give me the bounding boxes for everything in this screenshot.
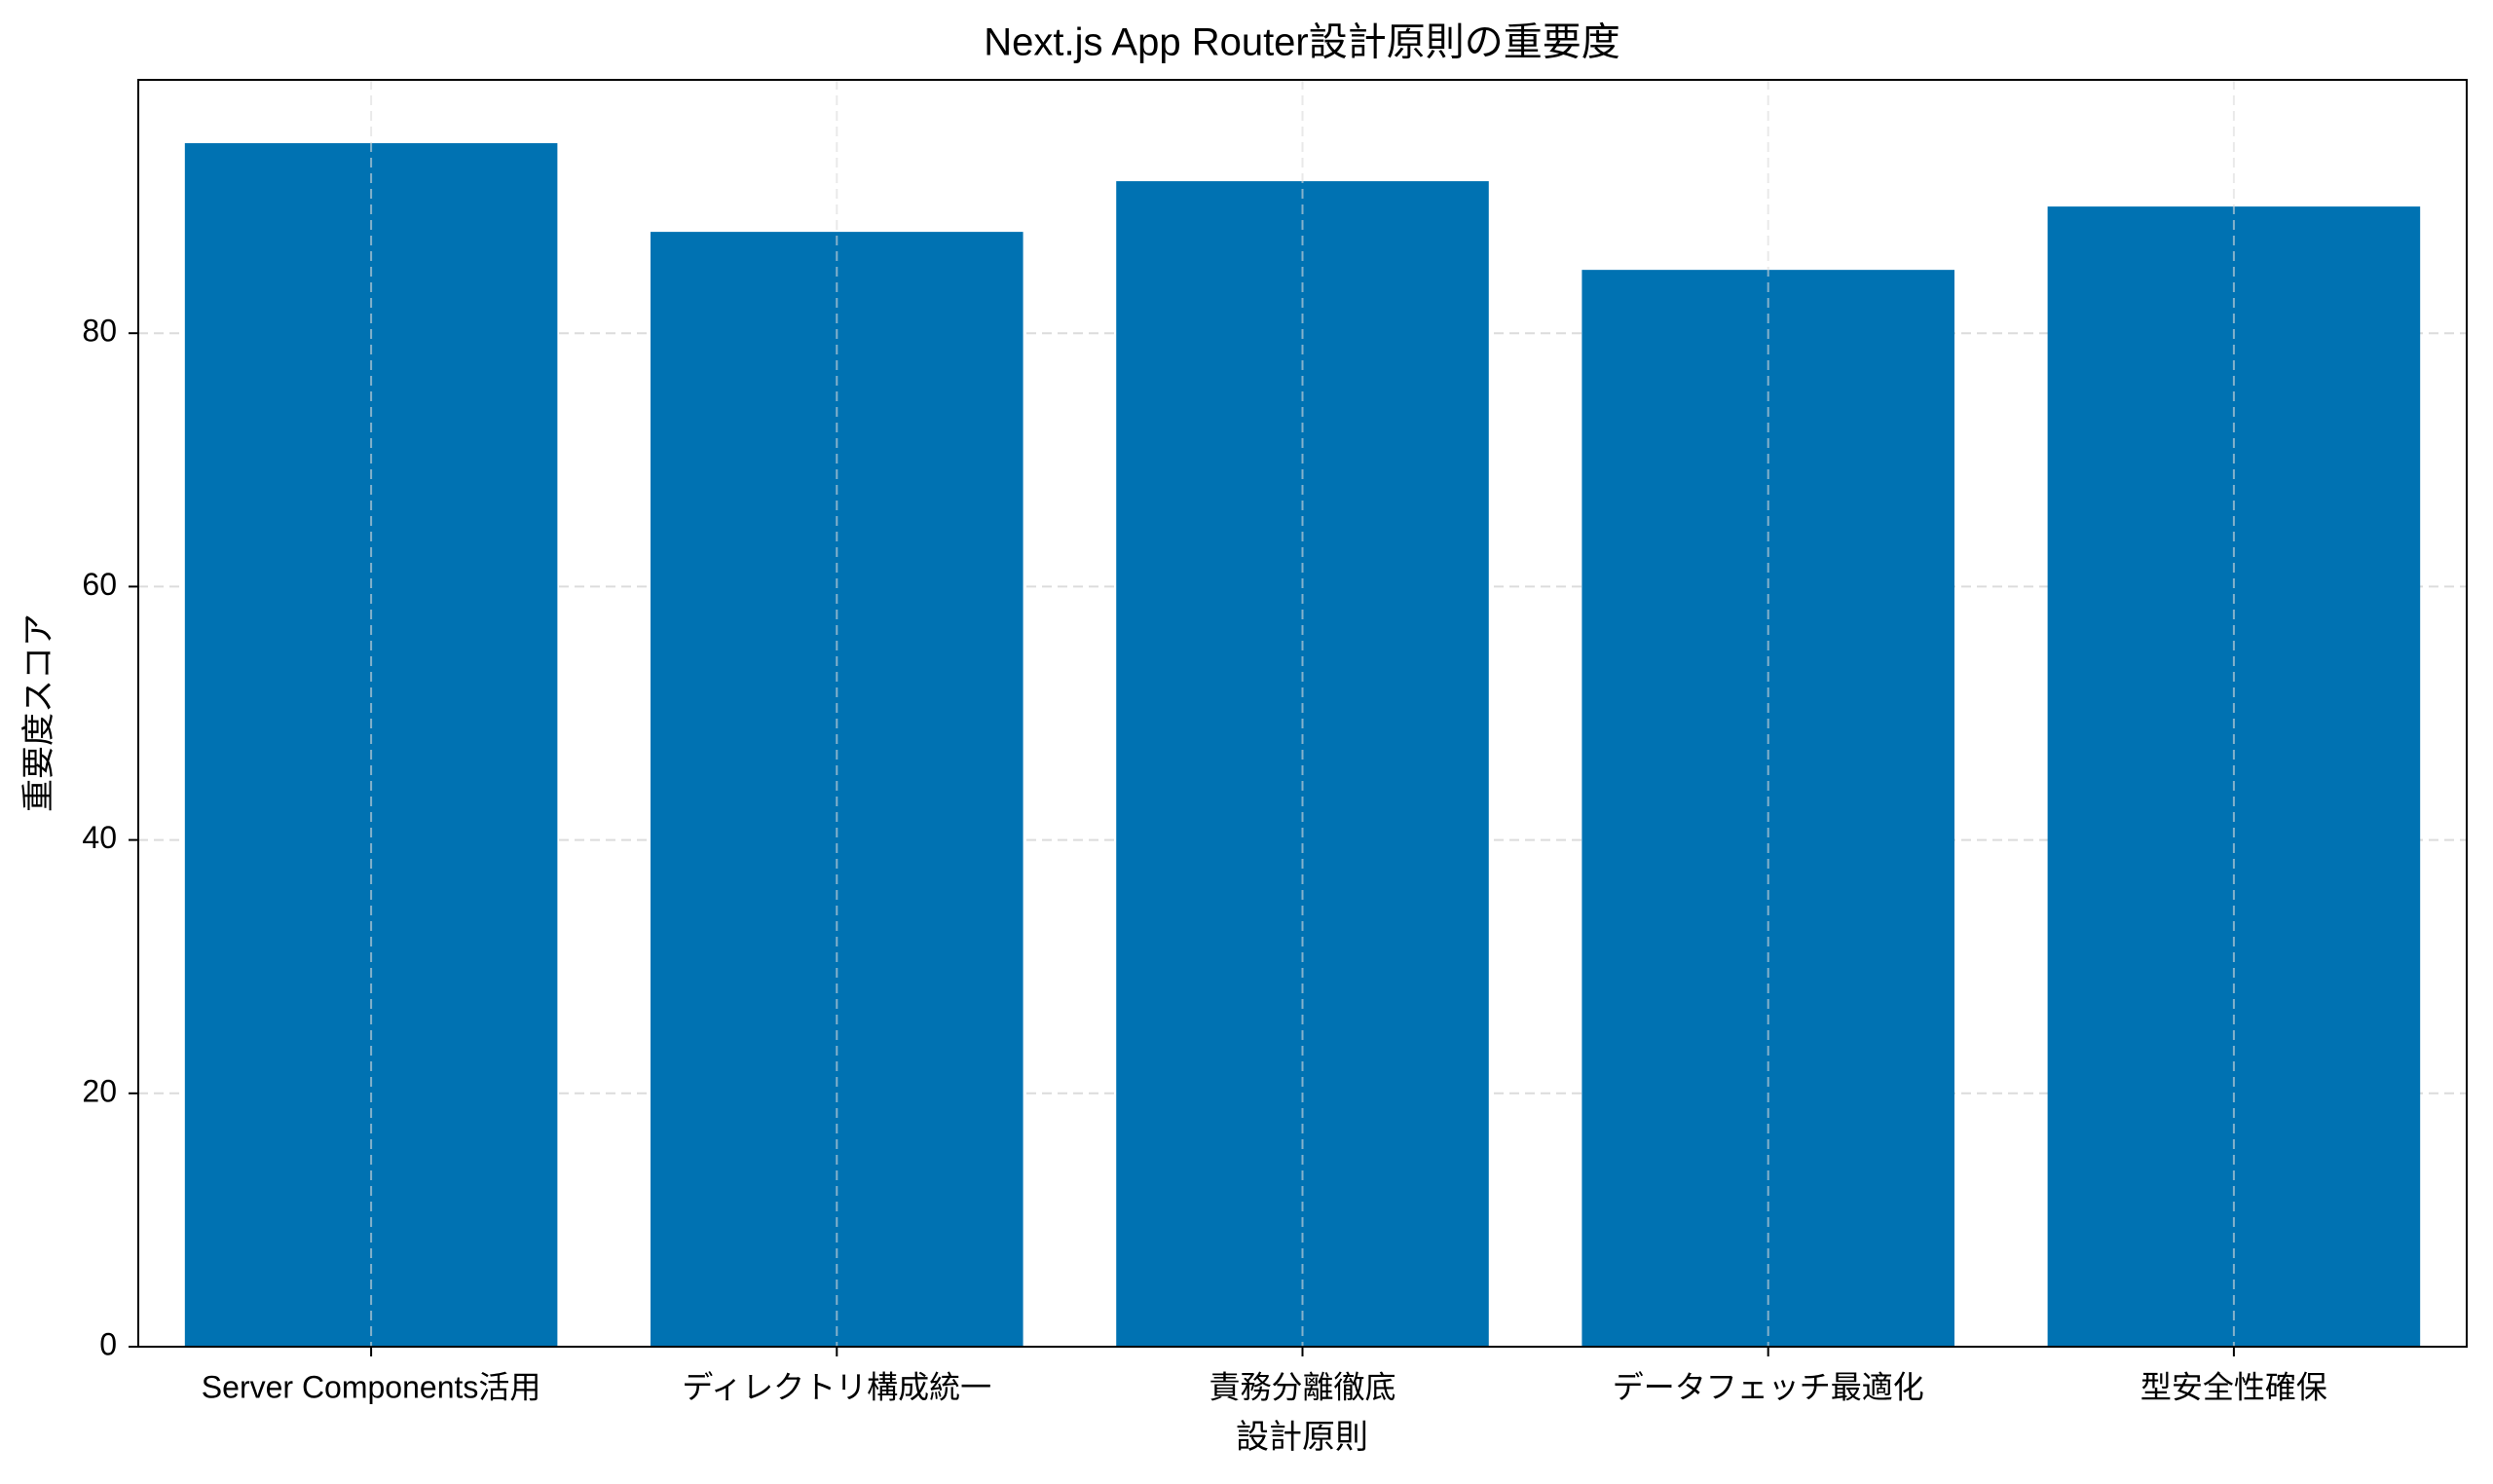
x-tick-label: 型安全性確保: [2140, 1369, 2327, 1404]
x-tick-label: ディレクトリ構成統一: [682, 1369, 991, 1404]
x-tick-label: Server Components活用: [202, 1369, 541, 1404]
bar: [1116, 181, 1489, 1348]
y-tick-label: 60: [82, 567, 117, 602]
chart-title: Next.js App Router設計原則の重要度: [984, 21, 1620, 64]
x-axis-label: 設計原則: [1236, 1419, 1368, 1456]
x-tick-label: データフェッチ最適化: [1613, 1369, 1924, 1404]
plot-frame: [137, 79, 2468, 1348]
x-tick-label: 責務分離徹底: [1209, 1369, 1395, 1404]
y-tick-label: 40: [82, 820, 117, 855]
y-tick-label: 20: [82, 1073, 117, 1108]
bar: [184, 143, 558, 1347]
y-tick-label: 0: [99, 1326, 117, 1361]
y-tick-label: 80: [82, 314, 117, 349]
y-axis-label: 重要度スコア: [20, 613, 57, 812]
bar: [1581, 270, 1954, 1347]
